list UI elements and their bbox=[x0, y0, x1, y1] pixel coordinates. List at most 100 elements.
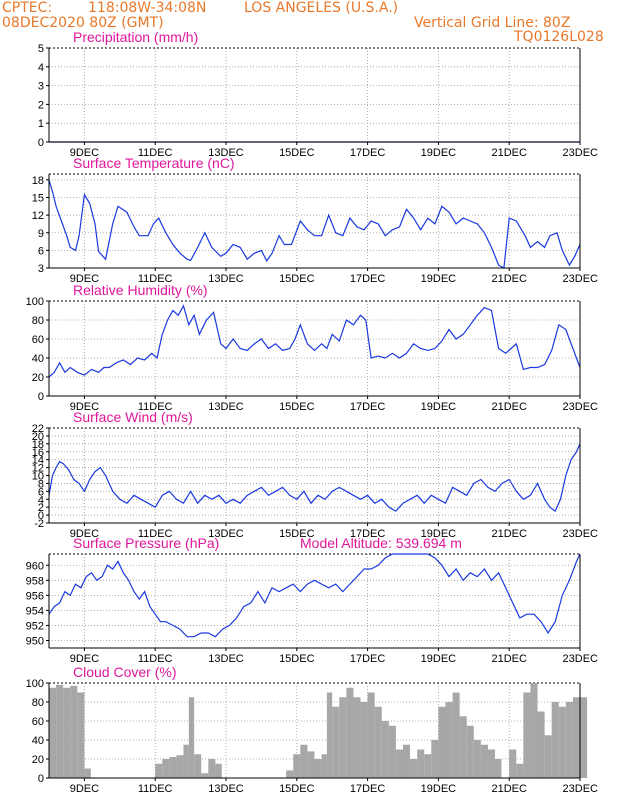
surface-pressure-y-tick-label: 950 bbox=[26, 635, 44, 647]
product-code-label: TQ0126L028 bbox=[514, 29, 604, 45]
cloud-cover-bar bbox=[580, 697, 588, 778]
surface-temperature-y-tick-label: 15 bbox=[32, 193, 44, 205]
cloud-cover-y-tick-label: 40 bbox=[32, 735, 44, 747]
cloud-cover-bar bbox=[208, 759, 216, 778]
cloud-cover-bar bbox=[321, 754, 327, 778]
grid-line-label: Vertical Grid Line: 80Z bbox=[414, 15, 571, 31]
cloud-cover-bar bbox=[84, 768, 91, 778]
surface-temperature-x-tick-label: 13DEC bbox=[208, 273, 244, 285]
surface-temperature-x-tick-label: 15DEC bbox=[279, 273, 315, 285]
cloud-cover-bar bbox=[63, 687, 71, 778]
cloud-cover-bar bbox=[523, 692, 531, 778]
surface-pressure-title: Surface Pressure (hPa) bbox=[73, 535, 219, 551]
precipitation-x-tick-label: 23DEC bbox=[563, 147, 599, 159]
cloud-cover-bar bbox=[551, 702, 559, 778]
surface-pressure-x-tick-label: 9DEC bbox=[70, 653, 99, 665]
surface-temperature-y-tick-label: 9 bbox=[38, 228, 44, 240]
cloud-cover-bar bbox=[509, 749, 517, 778]
cloud-cover-bar bbox=[339, 697, 347, 778]
cloud-cover-bar bbox=[544, 735, 552, 778]
cloud-cover-bar bbox=[495, 759, 502, 778]
surface-wind-y-tick-label: 12 bbox=[32, 463, 44, 475]
surface-pressure-subtitle: Model Altitude: 539.694 m bbox=[300, 535, 462, 551]
surface-wind-x-tick-label: 19DEC bbox=[421, 528, 457, 540]
cloud-cover-bar bbox=[215, 763, 222, 778]
cloud-cover-bar bbox=[572, 697, 580, 778]
source-label: CPTEC: bbox=[2, 0, 53, 16]
precipitation-y-tick-label: 1 bbox=[38, 118, 44, 130]
surface-temperature-y-tick-label: 6 bbox=[38, 245, 44, 257]
surface-pressure-x-tick-label: 13DEC bbox=[208, 653, 244, 665]
surface-pressure-x-tick-label: 23DEC bbox=[563, 653, 599, 665]
surface-wind-y-tick-label: 8 bbox=[38, 478, 44, 490]
surface-wind-y-tick-label: -2 bbox=[34, 518, 44, 530]
surface-wind-y-tick-label: 22 bbox=[32, 423, 44, 435]
cloud-cover-bar bbox=[194, 754, 202, 778]
coordinates-label: 118:08W-34:08N bbox=[88, 0, 207, 16]
surface-wind-y-tick-label: 2 bbox=[38, 502, 44, 514]
cloud-cover-bar bbox=[487, 749, 496, 778]
cloud-cover-bar bbox=[286, 770, 294, 778]
relative-humidity-x-tick-label: 11DEC bbox=[138, 401, 173, 413]
cloud-cover-x-tick-label: 9DEC bbox=[70, 783, 99, 795]
date-label: 08DEC2020 80Z (GMT) bbox=[2, 15, 164, 31]
relative-humidity-y-tick-label: 40 bbox=[32, 353, 44, 365]
cloud-cover-bar bbox=[332, 706, 340, 778]
cloud-cover-bar bbox=[367, 692, 375, 778]
surface-pressure-y-tick-label: 960 bbox=[26, 560, 44, 572]
cloud-cover-bar bbox=[417, 749, 425, 778]
precipitation-x-tick-label: 13DEC bbox=[208, 147, 244, 159]
precipitation-title: Precipitation (mm/h) bbox=[73, 29, 198, 45]
cloud-cover-bar bbox=[176, 755, 184, 778]
cloud-cover-bar bbox=[56, 684, 64, 778]
surface-temperature-y-tick-label: 3 bbox=[38, 263, 44, 275]
cloud-cover-bar bbox=[424, 754, 432, 778]
cloud-cover-bar bbox=[49, 687, 57, 778]
cloud-cover-bar bbox=[438, 706, 446, 778]
cloud-cover-bar bbox=[403, 744, 411, 778]
cloud-cover-x-tick-label: 21DEC bbox=[491, 783, 527, 795]
cloud-cover-bar bbox=[162, 759, 170, 778]
relative-humidity-x-tick-label: 9DEC bbox=[70, 401, 99, 413]
cloud-cover-x-tick-label: 17DEC bbox=[350, 783, 386, 795]
cloud-cover-y-tick-label: 20 bbox=[32, 754, 44, 766]
precipitation-x-tick-label: 11DEC bbox=[138, 147, 173, 159]
cloud-cover-bar bbox=[293, 754, 301, 778]
surface-wind-y-tick-label: 20 bbox=[32, 431, 44, 443]
surface-wind-y-tick-label: 10 bbox=[32, 471, 44, 483]
cloud-cover-bar bbox=[360, 702, 368, 778]
surface-wind-y-tick-label: 4 bbox=[38, 494, 44, 506]
cloud-cover-bar bbox=[346, 687, 354, 778]
surface-temperature-x-tick-label: 19DEC bbox=[421, 273, 457, 285]
cloud-cover-bar bbox=[374, 706, 382, 778]
cloud-cover-bar bbox=[314, 759, 322, 778]
relative-humidity-y-tick-label: 80 bbox=[32, 315, 44, 327]
surface-wind-x-tick-label: 17DEC bbox=[350, 528, 386, 540]
surface-wind-y-tick-label: 0 bbox=[38, 510, 44, 522]
precipitation-y-tick-label: 2 bbox=[38, 99, 44, 111]
surface-wind-y-tick-label: 6 bbox=[38, 486, 44, 498]
surface-wind-title: Surface Wind (m/s) bbox=[73, 409, 193, 425]
surface-temperature-y-tick-label: 12 bbox=[32, 210, 44, 222]
cloud-cover-x-tick-label: 11DEC bbox=[138, 783, 173, 795]
precipitation-x-tick-label: 21DEC bbox=[491, 147, 527, 159]
surface-pressure-x-tick-label: 17DEC bbox=[350, 653, 386, 665]
cloud-cover-y-tick-label: 60 bbox=[32, 716, 44, 728]
location-label: LOS ANGELES (U.S.A.) bbox=[244, 0, 399, 16]
relative-humidity-x-tick-label: 13DEC bbox=[208, 401, 244, 413]
surface-temperature-series-line bbox=[48, 179, 581, 269]
cloud-cover-bar bbox=[169, 757, 177, 778]
cloud-cover-bar bbox=[530, 683, 538, 778]
precipitation-y-tick-label: 5 bbox=[38, 43, 44, 55]
surface-pressure-x-tick-label: 19DEC bbox=[421, 653, 457, 665]
cloud-cover-bar bbox=[537, 711, 545, 778]
cloud-cover-bar bbox=[410, 759, 418, 778]
surface-wind-series-line bbox=[48, 443, 581, 513]
cloud-cover-bar bbox=[466, 725, 474, 778]
cloud-cover-bar bbox=[445, 702, 453, 778]
cloud-cover-bar bbox=[452, 692, 460, 778]
surface-pressure-x-tick-label: 15DEC bbox=[279, 653, 315, 665]
cloud-cover-bar bbox=[70, 685, 78, 778]
precipitation-x-tick-label: 15DEC bbox=[279, 147, 315, 159]
cloud-cover-bar bbox=[473, 740, 481, 778]
